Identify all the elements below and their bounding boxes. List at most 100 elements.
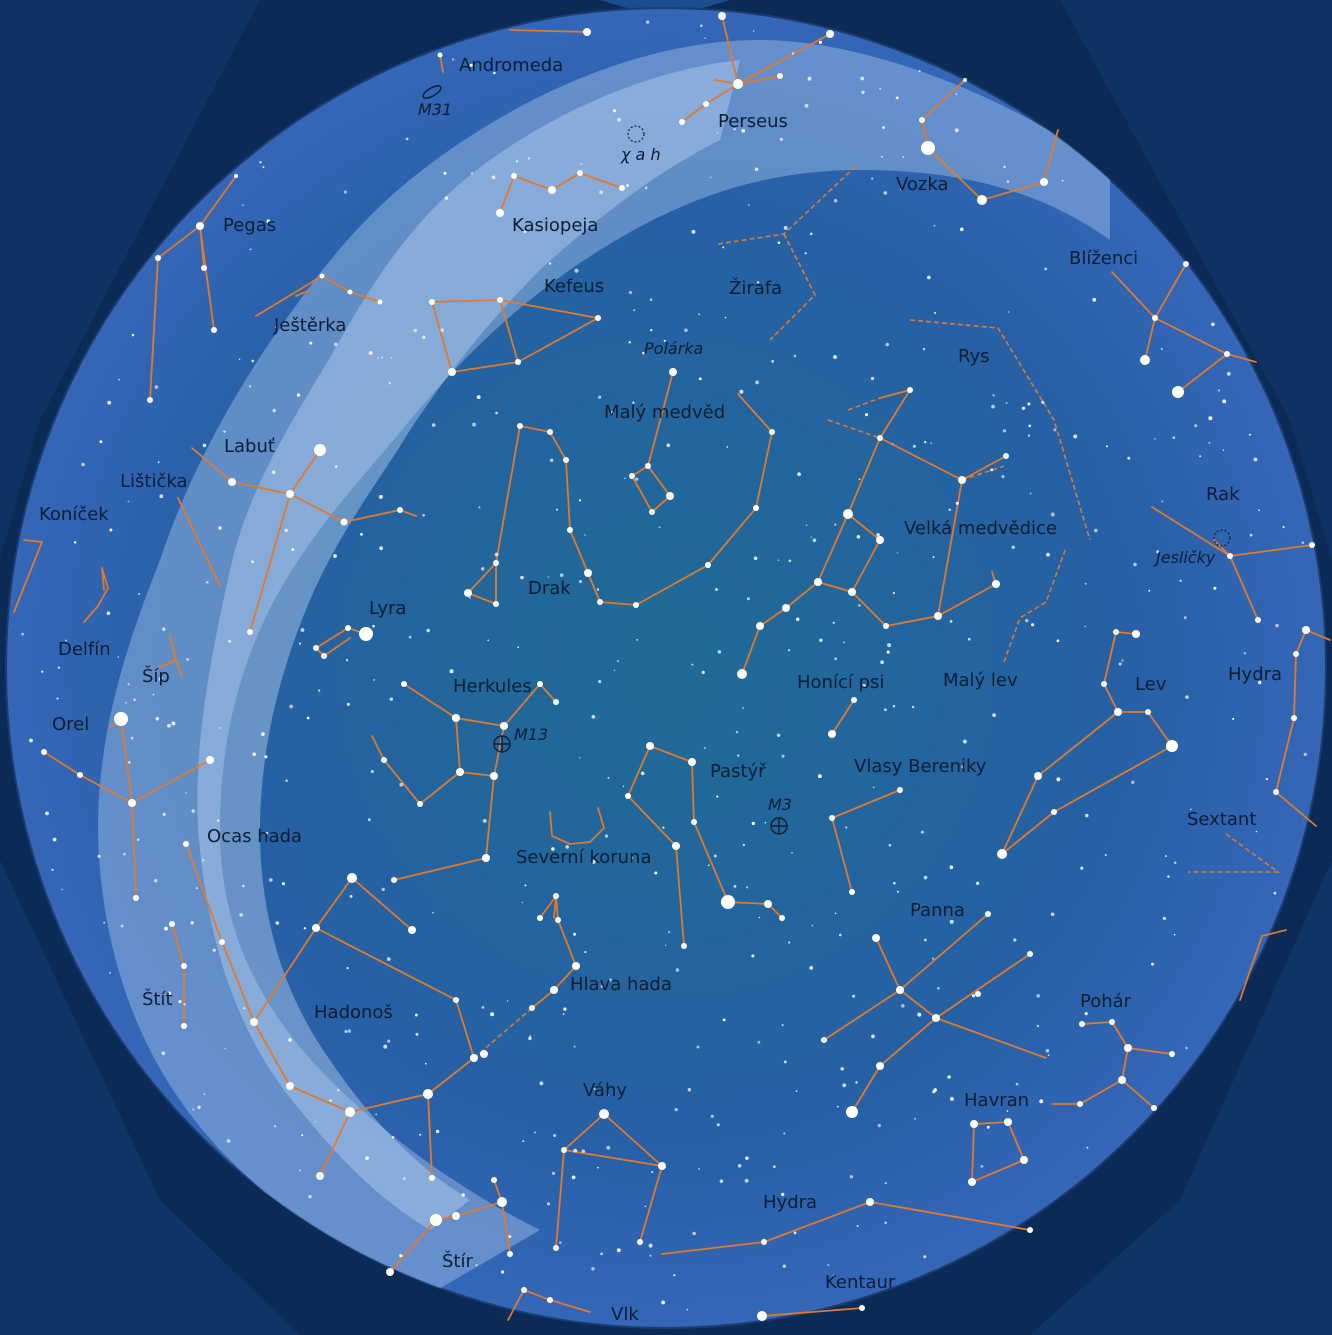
star: [1020, 1156, 1028, 1164]
background-star: [606, 1145, 611, 1150]
star: [497, 1197, 507, 1207]
background-star: [578, 757, 581, 759]
background-star: [834, 912, 837, 915]
background-star: [746, 597, 750, 601]
label-polarka: Polárka: [644, 339, 703, 358]
background-star: [596, 588, 600, 591]
background-star: [628, 341, 631, 344]
background-star: [900, 1003, 905, 1008]
background-star: [810, 536, 812, 538]
background-star: [635, 477, 639, 481]
background-star: [1084, 625, 1086, 628]
star: [992, 580, 1000, 588]
background-star: [698, 377, 702, 381]
background-star: [203, 1093, 206, 1096]
background-star: [1127, 456, 1131, 460]
label-stir: Štír: [442, 1250, 473, 1272]
star: [658, 1162, 666, 1170]
background-star: [272, 408, 276, 413]
background-star: [843, 641, 845, 644]
label-lyra: Lyra: [369, 598, 406, 619]
star: [1003, 453, 1009, 459]
background-star: [1092, 297, 1097, 302]
background-star: [737, 1164, 742, 1168]
background-star: [419, 1133, 422, 1136]
background-star: [932, 556, 935, 559]
background-star: [1003, 165, 1006, 169]
star: [919, 117, 925, 123]
background-star: [692, 1231, 696, 1236]
background-star: [1194, 424, 1198, 428]
background-star: [1190, 808, 1192, 811]
background-star: [845, 826, 848, 829]
background-star: [644, 1205, 647, 1208]
background-star: [413, 328, 418, 333]
m3-cluster-icon: [770, 817, 788, 835]
background-star: [159, 494, 164, 499]
background-star: [1094, 528, 1098, 533]
star: [77, 772, 83, 778]
label-vlasy-bereniky: Vlasy Bereniky: [854, 756, 987, 777]
background-star: [742, 707, 744, 709]
background-star: [669, 371, 673, 375]
star: [921, 141, 935, 155]
background-star: [128, 761, 131, 764]
background-star: [123, 852, 126, 856]
star: [567, 527, 573, 533]
star: [1152, 315, 1158, 321]
star: [932, 1014, 940, 1022]
background-star: [1011, 545, 1015, 549]
star: [1166, 740, 1178, 752]
background-star: [892, 881, 896, 885]
background-star: [264, 755, 268, 759]
star: [470, 1054, 478, 1062]
background-star: [167, 723, 171, 728]
background-star: [529, 1035, 532, 1038]
label-velka-medvedice: Velká medvědice: [904, 518, 1057, 539]
star: [497, 297, 503, 303]
background-star: [1183, 616, 1187, 620]
background-star: [1056, 777, 1061, 782]
background-star: [748, 204, 750, 206]
background-star: [309, 341, 313, 345]
background-star: [902, 156, 905, 158]
label-listicka: Lištička: [120, 471, 188, 492]
background-star: [551, 847, 555, 851]
star: [128, 799, 136, 807]
background-star: [390, 357, 393, 359]
background-star: [654, 871, 658, 875]
background-star: [1173, 933, 1176, 936]
background-star: [788, 941, 791, 944]
background-star: [343, 190, 347, 194]
background-star: [51, 868, 54, 871]
background-star: [493, 71, 496, 75]
background-star: [949, 620, 953, 623]
background-star: [992, 713, 996, 717]
star: [359, 627, 373, 641]
star: [619, 185, 625, 191]
star: [452, 714, 460, 722]
star: [843, 509, 853, 519]
background-star: [274, 1125, 277, 1128]
background-star: [600, 1252, 603, 1256]
star: [480, 1050, 488, 1058]
background-star: [443, 171, 447, 175]
m13-cluster-icon: [493, 735, 511, 753]
star: [456, 768, 464, 776]
background-star: [259, 161, 262, 164]
background-star: [506, 1000, 509, 1002]
label-chi-h: χ a h: [620, 145, 661, 164]
background-star: [882, 126, 886, 129]
background-star: [238, 358, 241, 361]
star: [386, 1268, 394, 1276]
star: [975, 991, 981, 997]
background-star: [162, 627, 166, 631]
star: [340, 518, 348, 526]
background-star: [523, 230, 527, 234]
background-star: [581, 1149, 586, 1153]
background-star: [788, 559, 792, 563]
star: [430, 1214, 442, 1226]
background-star: [756, 281, 760, 284]
background-star: [414, 1013, 418, 1017]
